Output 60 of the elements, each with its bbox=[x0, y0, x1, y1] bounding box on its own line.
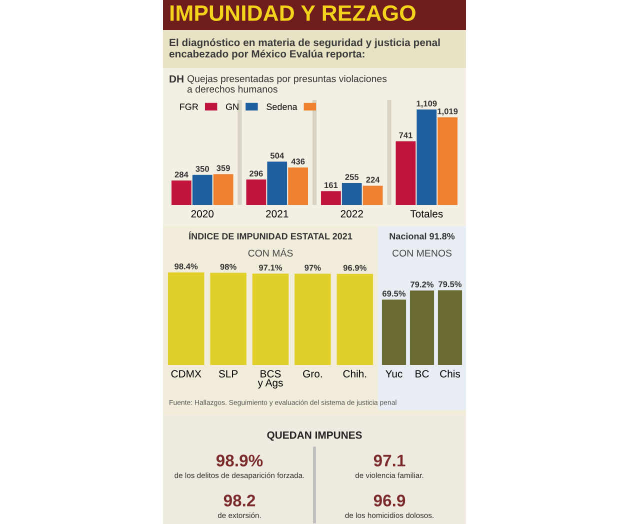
data-label: 504 bbox=[270, 152, 284, 159]
data-label: 79.2% bbox=[410, 282, 434, 288]
bar bbox=[416, 110, 437, 205]
chart-subtitle: El diagnóstico en materia de seguridad y justicia penal encabezado por México Evalúa reporta: bbox=[169, 38, 440, 60]
chart-title: ÍNDICE DE IMPUNIDAD ESTATAL 2021 bbox=[189, 231, 352, 240]
data-label: 69.5% bbox=[382, 290, 406, 297]
x-tick-label: 2021 bbox=[266, 210, 288, 218]
bar bbox=[172, 180, 192, 205]
x-tick-label: Totales bbox=[410, 210, 443, 218]
x-tick-label: SLP bbox=[218, 370, 238, 378]
legend-label: GN bbox=[226, 104, 238, 110]
data-label: 436 bbox=[291, 158, 305, 164]
bar bbox=[213, 174, 234, 205]
x-tick-label: BC bbox=[416, 370, 429, 378]
data-label: 97% bbox=[304, 264, 321, 271]
bar bbox=[288, 167, 308, 205]
bar bbox=[267, 162, 288, 205]
x-tick-label: Chis bbox=[440, 370, 460, 378]
bar bbox=[342, 183, 362, 205]
chart-title: IMPUNIDAD Y REZAGO bbox=[170, 5, 416, 21]
legend-label: Sedena bbox=[266, 103, 298, 110]
x-tick-label: 2022 bbox=[340, 210, 363, 218]
text: 98.9% bbox=[216, 454, 263, 466]
data-label: 79.5% bbox=[438, 281, 462, 288]
x-tick-label: CDMX bbox=[171, 370, 202, 378]
data-label: 1,019 bbox=[438, 108, 458, 116]
text: 96.9 bbox=[374, 494, 406, 506]
data-label: 96.9% bbox=[343, 264, 366, 271]
text: 97.1 bbox=[374, 454, 406, 466]
x-tick-label: BCS y Ags bbox=[258, 370, 283, 389]
data-label: 359 bbox=[216, 165, 230, 172]
text: QUEDAN IMPUNES bbox=[267, 431, 362, 441]
data-label: 284 bbox=[174, 172, 188, 178]
text: DH bbox=[170, 75, 184, 83]
bar bbox=[438, 117, 458, 205]
legend-label: FGR bbox=[180, 104, 198, 110]
x-tick-label: Gro. bbox=[303, 370, 322, 378]
bar bbox=[396, 141, 416, 205]
x-tick-label: Chih. bbox=[343, 370, 366, 378]
x-tick-label: Yuc bbox=[386, 370, 402, 378]
bar bbox=[321, 191, 341, 205]
data-label: 98% bbox=[220, 264, 236, 270]
data-label: 296 bbox=[250, 170, 263, 176]
chart-subtitle: CON MÁS bbox=[248, 248, 293, 257]
text: Quejas presentadas por presuntas violaciones a derechos humanos bbox=[187, 75, 387, 93]
data-label: 98.4% bbox=[174, 263, 198, 270]
data-label: 350 bbox=[196, 166, 209, 172]
x-tick-label: 2020 bbox=[191, 210, 214, 218]
text: 98.2 bbox=[224, 494, 256, 506]
data-label: 224 bbox=[366, 176, 380, 183]
chart-subtitle: CON MENOS bbox=[392, 250, 452, 257]
bar bbox=[362, 186, 383, 205]
data-label: 741 bbox=[399, 132, 412, 138]
data-label: 97.1% bbox=[258, 264, 282, 271]
chart-title: Nacional 91.8% bbox=[390, 232, 455, 240]
data-label: 1,109 bbox=[416, 100, 437, 108]
data-label: 255 bbox=[345, 174, 359, 180]
bar bbox=[246, 180, 266, 205]
bar bbox=[192, 174, 212, 205]
data-label: 161 bbox=[324, 182, 338, 188]
